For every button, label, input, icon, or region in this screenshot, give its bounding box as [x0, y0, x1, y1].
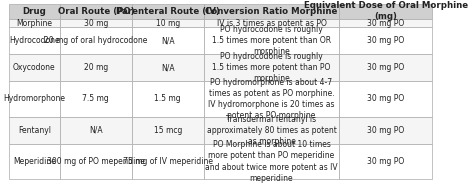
FancyBboxPatch shape	[339, 19, 432, 28]
Text: PO hydromorphone is about 4-7
times as potent as PO morphine.
IV hydromorphone i: PO hydromorphone is about 4-7 times as p…	[208, 78, 335, 120]
Text: Oral Route (PO): Oral Route (PO)	[57, 7, 134, 16]
Text: N/A: N/A	[89, 126, 102, 135]
FancyBboxPatch shape	[9, 19, 60, 28]
Text: N/A: N/A	[161, 63, 174, 72]
Text: Hydromorphone: Hydromorphone	[3, 94, 65, 103]
Text: Equivalent Dose of Oral Morphine (mg): Equivalent Dose of Oral Morphine (mg)	[304, 1, 468, 21]
FancyBboxPatch shape	[132, 19, 204, 28]
FancyBboxPatch shape	[9, 81, 60, 117]
FancyBboxPatch shape	[9, 28, 60, 54]
Text: 1.5 mg: 1.5 mg	[155, 94, 181, 103]
Text: PO Morphine is about 10 times
more potent than PO meperidine
and about twice mor: PO Morphine is about 10 times more poten…	[205, 140, 338, 183]
Text: IV is 3 times as potent as PO: IV is 3 times as potent as PO	[217, 19, 327, 28]
FancyBboxPatch shape	[339, 144, 432, 179]
Text: 30 mg PO: 30 mg PO	[367, 19, 404, 28]
Text: Parenteral Route (IV): Parenteral Route (IV)	[116, 7, 219, 16]
FancyBboxPatch shape	[204, 28, 339, 54]
FancyBboxPatch shape	[9, 4, 60, 19]
Text: Meperidine: Meperidine	[13, 157, 56, 166]
FancyBboxPatch shape	[132, 117, 204, 144]
Text: 30 mg PO: 30 mg PO	[367, 94, 404, 103]
Text: 10 mg: 10 mg	[155, 19, 180, 28]
FancyBboxPatch shape	[132, 54, 204, 81]
FancyBboxPatch shape	[9, 54, 60, 81]
Text: Drug: Drug	[22, 7, 46, 16]
FancyBboxPatch shape	[60, 4, 132, 19]
FancyBboxPatch shape	[132, 144, 204, 179]
Text: Conversion Ratio Morphine: Conversion Ratio Morphine	[205, 7, 337, 16]
FancyBboxPatch shape	[339, 4, 432, 19]
Text: 30 mg PO: 30 mg PO	[367, 63, 404, 72]
FancyBboxPatch shape	[339, 28, 432, 54]
Text: Morphine: Morphine	[17, 19, 52, 28]
FancyBboxPatch shape	[204, 54, 339, 81]
Text: 20 mg: 20 mg	[83, 63, 108, 72]
FancyBboxPatch shape	[204, 19, 339, 28]
Text: 300 mg of PO meperidine: 300 mg of PO meperidine	[47, 157, 145, 166]
Text: 30 mg PO: 30 mg PO	[367, 36, 404, 45]
FancyBboxPatch shape	[339, 81, 432, 117]
FancyBboxPatch shape	[60, 144, 132, 179]
FancyBboxPatch shape	[204, 144, 339, 179]
FancyBboxPatch shape	[9, 117, 60, 144]
Text: PO hydrocodone is roughly
1.5 times more potent than PO
morphine: PO hydrocodone is roughly 1.5 times more…	[212, 52, 331, 83]
FancyBboxPatch shape	[60, 19, 132, 28]
Text: Transdermal fentanyl is
approximately 80 times as potent
as morphine: Transdermal fentanyl is approximately 80…	[207, 115, 337, 146]
FancyBboxPatch shape	[60, 81, 132, 117]
FancyBboxPatch shape	[60, 117, 132, 144]
Text: 30 mg: 30 mg	[83, 19, 108, 28]
Text: 7.5 mg: 7.5 mg	[82, 94, 109, 103]
FancyBboxPatch shape	[204, 4, 339, 19]
FancyBboxPatch shape	[60, 54, 132, 81]
Text: N/A: N/A	[161, 36, 174, 45]
FancyBboxPatch shape	[132, 81, 204, 117]
FancyBboxPatch shape	[339, 54, 432, 81]
FancyBboxPatch shape	[204, 81, 339, 117]
Text: 20 mg of oral hydrocodone: 20 mg of oral hydrocodone	[44, 36, 147, 45]
Text: 15 mcg: 15 mcg	[154, 126, 182, 135]
Text: 75 mg of IV meperidine: 75 mg of IV meperidine	[123, 157, 213, 166]
FancyBboxPatch shape	[60, 28, 132, 54]
FancyBboxPatch shape	[339, 117, 432, 144]
Text: Fentanyl: Fentanyl	[18, 126, 51, 135]
Text: Oxycodone: Oxycodone	[13, 63, 55, 72]
Text: 30 mg PO: 30 mg PO	[367, 157, 404, 166]
FancyBboxPatch shape	[132, 28, 204, 54]
Text: PO hydrocodone is roughly
1.5 times more potent than OR
morphine: PO hydrocodone is roughly 1.5 times more…	[212, 25, 331, 57]
FancyBboxPatch shape	[132, 4, 204, 19]
Text: Hydrocodone: Hydrocodone	[9, 36, 60, 45]
Text: 30 mg PO: 30 mg PO	[367, 126, 404, 135]
FancyBboxPatch shape	[9, 144, 60, 179]
FancyBboxPatch shape	[204, 117, 339, 144]
